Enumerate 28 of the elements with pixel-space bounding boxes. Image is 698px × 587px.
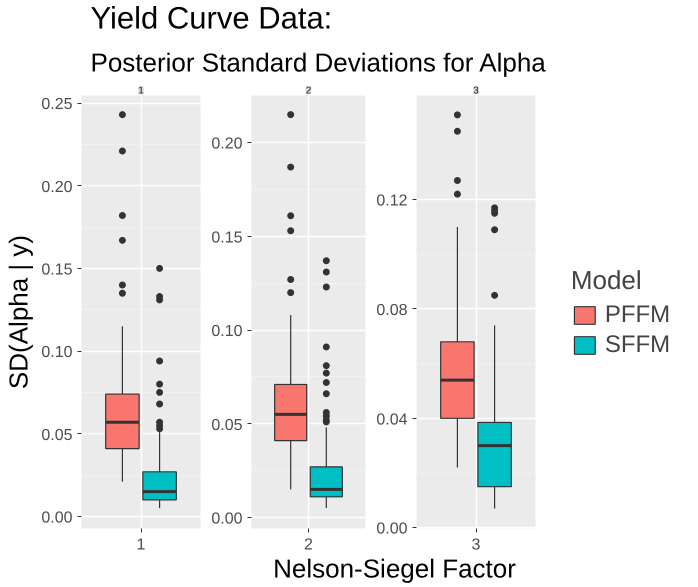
legend-label: PFFM xyxy=(604,300,670,328)
y-tick-label: 0.12 xyxy=(376,192,408,210)
y-tick-label: 0.15 xyxy=(41,261,73,278)
text: Yield Curve Data: xyxy=(90,0,332,36)
y-tick-label: 0.00 xyxy=(41,509,73,526)
chart-title: 1 xyxy=(138,86,144,96)
y-tick-label: 0.15 xyxy=(211,229,243,246)
y-tick-label: 0.00 xyxy=(376,520,408,538)
y-axis-title: SD(Alpha | y) xyxy=(3,234,34,390)
x-tick-label: 3 xyxy=(472,536,481,554)
chart-title: 3 xyxy=(473,86,480,96)
y-tick-label: 0.10 xyxy=(41,344,73,362)
y-tick-label: 0.05 xyxy=(41,426,73,444)
x-tick-label: 1 xyxy=(136,536,146,554)
y-tick-label: 0.10 xyxy=(211,323,243,340)
y-tick-label: 0.25 xyxy=(41,96,73,114)
y-tick-label: 0.00 xyxy=(211,510,243,528)
y-tick-label: 0.20 xyxy=(211,136,243,153)
x-axis-title: Nelson-Siegel Factor xyxy=(273,554,516,584)
y-tick-label: 0.08 xyxy=(376,302,408,319)
chart-title: 2 xyxy=(306,86,312,96)
x-tick-label: 2 xyxy=(304,536,314,554)
y-tick-label: 0.04 xyxy=(376,411,408,428)
text: Posterior Standard Deviations for Alpha xyxy=(90,48,546,78)
y-tick-label: 0.20 xyxy=(41,178,73,196)
y-tick-label: 0.05 xyxy=(211,416,243,434)
legend-label: SFFM xyxy=(604,330,670,358)
legend-title: Model xyxy=(570,264,643,296)
